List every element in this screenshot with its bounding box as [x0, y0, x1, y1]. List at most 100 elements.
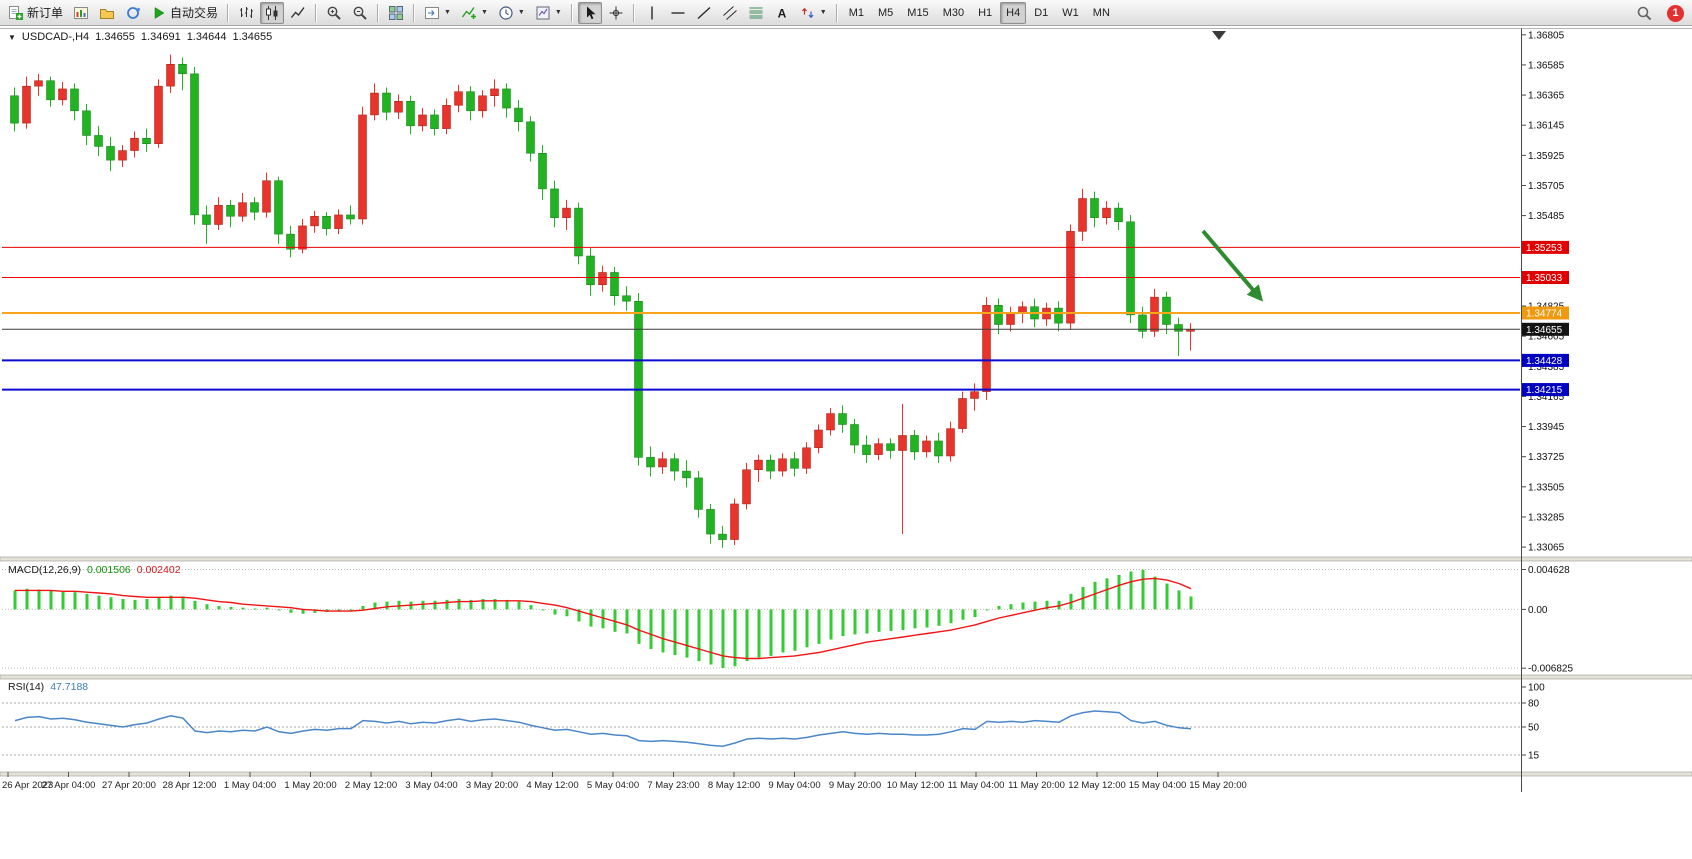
macd-histogram-bar [385, 601, 389, 610]
macd-histogram-bar [805, 609, 809, 648]
bull-candle [478, 95, 487, 112]
timeframe-m15[interactable]: M15 [901, 2, 934, 24]
macd-histogram-bar [1141, 569, 1145, 610]
profiles-button[interactable] [95, 2, 119, 24]
macd-histogram-bar [1057, 600, 1061, 610]
tile-windows-button[interactable] [384, 2, 408, 24]
bull-candle [814, 429, 823, 449]
bull-candle [310, 216, 319, 227]
candlestick-button[interactable] [260, 1, 285, 24]
macd-histogram-bar [613, 609, 617, 632]
time-axis-label: 3 May 04:00 [405, 780, 457, 791]
panel-separator[interactable] [0, 674, 1692, 680]
fibonacci-button[interactable] [744, 2, 768, 24]
macd-histogram-bar [181, 596, 185, 610]
bull-candle [154, 85, 163, 144]
zoom-in-button[interactable] [322, 2, 346, 24]
bear-candle [682, 470, 691, 479]
resistance-line-2-price-label: 1.35033 [1522, 271, 1569, 285]
crosshair-icon [608, 5, 624, 21]
refresh-icon [125, 5, 141, 21]
bear-candle [622, 295, 631, 302]
zoom-out-button[interactable] [348, 2, 372, 24]
new-order-button-label: 新订单 [27, 6, 64, 20]
timeframe-m5[interactable]: M5 [872, 2, 899, 24]
macd-histogram-bar [541, 609, 545, 611]
panel-separator[interactable] [0, 771, 1692, 777]
templates-button[interactable]: ▼ [531, 2, 566, 24]
bull-candle [958, 398, 967, 429]
new-order-button[interactable]: 新订单 [4, 2, 67, 24]
time-axis-label: 8 May 12:00 [708, 780, 760, 791]
time-axis-label: 9 May 04:00 [768, 780, 820, 791]
timeframe-h4-label: H4 [1006, 6, 1021, 19]
toolbar-separator [835, 3, 838, 22]
macd-histogram-bar [37, 589, 41, 610]
timeframe-h4[interactable]: H4 [1000, 1, 1027, 24]
toolbar-separator [377, 3, 380, 22]
bar-chart-button[interactable] [234, 2, 258, 24]
macd-histogram-bar [457, 599, 461, 610]
bull-candle [874, 443, 883, 455]
collapse-ohlc-icon[interactable]: ▼ [8, 32, 16, 42]
timeframe-d1-label: D1 [1034, 6, 1049, 19]
timeframe-d1[interactable]: D1 [1028, 2, 1054, 24]
macd-histogram-bar [889, 609, 893, 631]
bar-chart-icon [238, 5, 254, 21]
periods-button[interactable]: ▼ [494, 2, 529, 24]
macd-histogram-bar [1189, 596, 1193, 610]
macd-histogram-bar [481, 599, 485, 610]
trendline-button[interactable] [692, 2, 716, 24]
timeframe-w1[interactable]: W1 [1056, 2, 1085, 24]
macd-histogram-bar [913, 609, 917, 629]
bear-candle [82, 110, 91, 136]
channel-button[interactable] [718, 2, 742, 24]
arrow-annotation[interactable] [1201, 229, 1264, 302]
macd-histogram-bar [985, 609, 989, 611]
bid-price-price-label: 1.34655 [1522, 322, 1569, 336]
refresh-button[interactable] [121, 2, 145, 24]
chart-open-value: 1.34655 [95, 31, 135, 43]
bear-candle [94, 135, 103, 147]
macd-histogram-bar [193, 600, 197, 610]
panel-separator[interactable] [0, 556, 1692, 562]
crosshair-button[interactable] [604, 2, 628, 24]
timeframe-w1-label: W1 [1062, 6, 1079, 19]
time-axis-label: 1 May 20:00 [284, 780, 336, 791]
timeframe-m30[interactable]: M30 [937, 2, 970, 24]
arrows-button[interactable]: ▼ [796, 2, 831, 24]
time-axis-label: 3 May 20:00 [466, 780, 518, 791]
timeframe-mn[interactable]: MN [1087, 2, 1116, 24]
autotrading-button[interactable]: 自动交易 [147, 2, 222, 24]
rsi-axis-label: 50 [1528, 723, 1540, 734]
toolbar: 新订单 自动交易 ▼ ▼ ▼ ▼ A ▼ M1 M5 M15 M30 H1 H4 D1 W1 MN [0, 0, 1692, 26]
bear-candle [202, 214, 211, 225]
cursor-button[interactable] [577, 1, 602, 24]
timeframe-h1[interactable]: H1 [972, 2, 998, 24]
time-axis-label: 11 May 20:00 [1008, 780, 1065, 791]
new-chart-button[interactable] [69, 2, 93, 24]
bull-candle [754, 459, 763, 470]
chart-shift-button[interactable]: ▼ [420, 2, 455, 24]
chart-shift-marker[interactable] [1212, 31, 1226, 40]
vertical-line-button[interactable] [640, 2, 664, 24]
bear-candle [718, 533, 727, 540]
text-button[interactable]: A [770, 2, 794, 24]
zoom-out-icon [352, 5, 368, 21]
macd-histogram-bar [421, 600, 425, 610]
macd-histogram-bar [925, 609, 929, 628]
search-button[interactable] [1632, 2, 1656, 24]
line-chart-button[interactable] [286, 2, 310, 24]
macd-histogram-bar [1165, 583, 1169, 610]
indicators-button[interactable]: ▼ [457, 2, 492, 24]
bull-candle [334, 214, 343, 229]
price-axis-label: 1.36585 [1528, 60, 1565, 71]
notification-badge[interactable]: 1 [1667, 4, 1684, 22]
timeframe-m1[interactable]: M1 [843, 2, 870, 24]
dropdown-arrow-icon: ▼ [819, 9, 827, 16]
bear-candle [586, 255, 595, 286]
macd-histogram-bar [337, 609, 341, 612]
horizontal-line-button[interactable] [666, 2, 690, 24]
macd-histogram-bar [1021, 602, 1025, 610]
